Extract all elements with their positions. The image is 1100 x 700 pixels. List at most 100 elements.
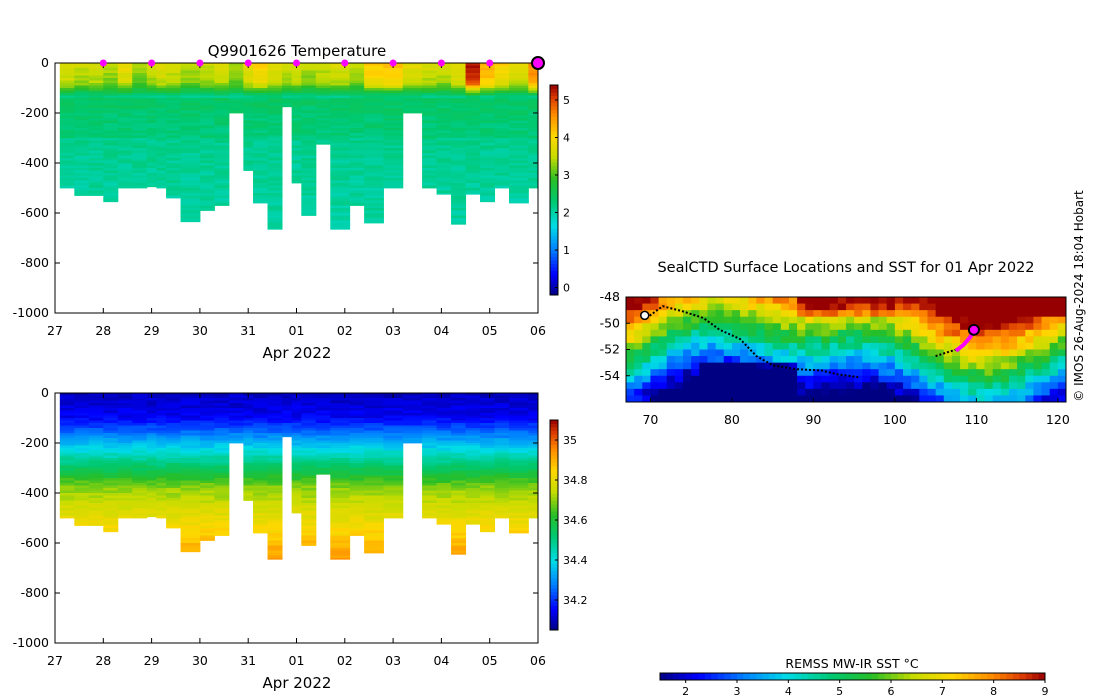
salinity-cell (465, 460, 481, 464)
salinity-cell (291, 488, 302, 491)
salinity-cell (465, 395, 481, 399)
salinity-cell (199, 453, 215, 456)
temperature-cell (383, 143, 404, 146)
salinity-cell (301, 403, 317, 406)
temperature-cell (364, 148, 384, 151)
temperature-cell (383, 120, 404, 124)
salinity-y-tick-label: 0 (41, 385, 49, 400)
salinity-cell (267, 545, 283, 549)
salinity-cell (480, 458, 496, 461)
temperature-cell (349, 93, 365, 96)
temperature-cell (59, 165, 75, 169)
salinity-cell (509, 505, 529, 509)
temperature-cell (364, 190, 384, 194)
sst-map-cell (878, 297, 888, 305)
salinity-cell (422, 443, 438, 446)
salinity-cell (291, 443, 302, 446)
temperature-cell (243, 75, 254, 79)
salinity-cell (422, 488, 438, 491)
salinity-cell (253, 498, 269, 501)
salinity-cell (349, 515, 365, 519)
sst-map-cell (870, 369, 880, 377)
sst-map-cell (927, 349, 937, 357)
salinity-cell (364, 430, 384, 434)
salinity-cell (103, 530, 119, 533)
sst-map-cell (935, 362, 945, 370)
salinity-cell (88, 493, 104, 496)
salinity-cell (422, 428, 438, 431)
salinity-cell (509, 513, 529, 516)
salinity-cell (301, 500, 317, 504)
salinity-cell (103, 503, 119, 506)
sst-map-cell (1000, 336, 1010, 344)
temperature-cell (436, 150, 452, 154)
salinity-cell (451, 403, 467, 406)
salinity-cell (364, 495, 384, 499)
temperature-cell (88, 148, 104, 151)
salinity-cell (422, 508, 438, 511)
sst-map-cell (683, 375, 692, 383)
temperature-cell (330, 218, 351, 221)
salinity-cell (509, 528, 529, 531)
salinity-cell (103, 445, 119, 449)
temperature-colorbar-band (550, 179, 558, 184)
temperature-cell (156, 155, 167, 159)
temperature-cell (214, 140, 230, 144)
salinity-cell (465, 398, 481, 401)
sst-map-cell (699, 369, 708, 377)
temperature-cell (494, 153, 510, 156)
temperature-cell (422, 178, 438, 181)
temperature-cell (117, 158, 133, 161)
temperature-cell (301, 133, 317, 136)
sst-map-cell (837, 329, 847, 337)
temperature-cell (383, 135, 404, 139)
temperature-cell (465, 75, 481, 79)
temperature-y-tick-label: -600 (21, 205, 49, 220)
temperature-cell (465, 95, 481, 99)
salinity-cell (480, 453, 496, 456)
sst-map-cell (927, 303, 937, 311)
sst-map-cell (813, 395, 823, 402)
salinity-cell (528, 415, 538, 419)
salinity-cell (436, 393, 452, 396)
temperature-cell (465, 73, 481, 76)
sst-map-cell (674, 356, 684, 364)
temperature-cell (282, 98, 293, 101)
sst-map-cell (1033, 395, 1043, 402)
sst-map-cell (1057, 342, 1066, 350)
salinity-cell (267, 480, 283, 484)
salinity-cell (132, 445, 148, 449)
temperature-cell (74, 183, 90, 186)
salinity-cell (301, 408, 317, 411)
salinity-cell (402, 410, 423, 414)
salinity-cell (166, 488, 182, 491)
temperature-cell (451, 125, 467, 129)
salinity-cell (383, 490, 404, 494)
sst-map-cell (903, 369, 912, 377)
salinity-cell (349, 405, 365, 409)
salinity-cell (180, 410, 201, 414)
salinity-cell (228, 438, 244, 441)
temperature-cell (364, 133, 384, 136)
sst-map-cell (927, 375, 937, 383)
temperature-cell (480, 138, 496, 141)
temperature-cell (330, 88, 351, 91)
salinity-cell (383, 470, 404, 474)
temperature-cell (436, 133, 452, 136)
temperature-cell (364, 160, 384, 164)
temperature-cell (117, 153, 133, 156)
salinity-cell (199, 400, 215, 404)
temperature-cell (291, 78, 302, 81)
salinity-cell (132, 450, 148, 454)
salinity-cell (451, 483, 467, 486)
salinity-cell (330, 505, 351, 509)
temperature-cell (301, 75, 317, 79)
temperature-cell (330, 210, 351, 214)
salinity-cell (291, 428, 302, 431)
salinity-cell (315, 463, 331, 466)
temperature-cell (253, 113, 269, 116)
salinity-cell (253, 460, 269, 464)
sst-colorbar-band (948, 673, 956, 680)
temperature-cell (88, 105, 104, 109)
temperature-cell (180, 68, 201, 71)
